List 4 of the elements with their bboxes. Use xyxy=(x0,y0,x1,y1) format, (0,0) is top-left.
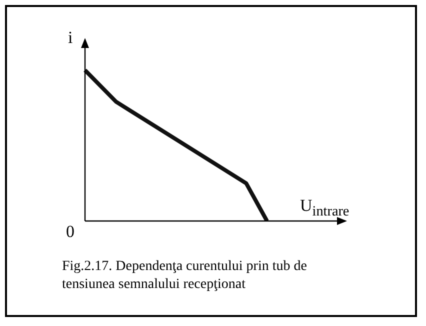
caption: Fig.2.17. Dependenţa curentului prin tub de tensiunea semnalului recepţionat xyxy=(62,258,308,294)
text: 0 xyxy=(66,222,74,242)
x-axis-title: U$_{intrare}$ xyxy=(300,196,350,220)
y-axis-title: i xyxy=(68,28,73,48)
